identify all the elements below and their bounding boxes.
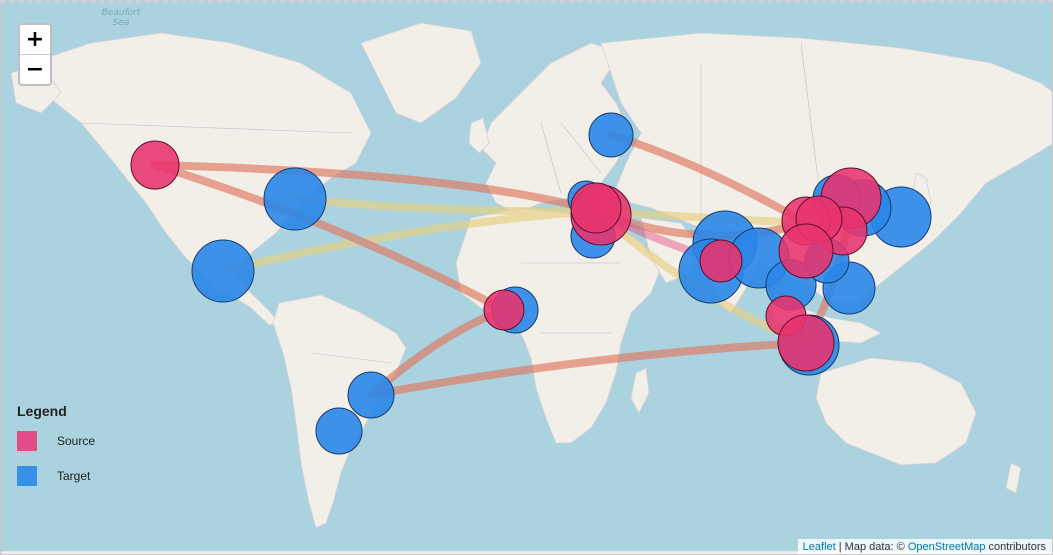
land-antarctica — [1, 550, 1052, 554]
legend-title: Legend — [17, 403, 67, 419]
source-marker — [778, 223, 834, 279]
land-uk — [468, 117, 490, 154]
legend-swatch-source — [17, 431, 37, 451]
legend-item-target: Target — [17, 466, 95, 486]
route — [291, 195, 600, 216]
legend-label-source: Source — [57, 434, 96, 448]
land-greenland — [360, 22, 482, 124]
route — [151, 161, 600, 215]
source-markers[interactable] — [130, 140, 882, 372]
source-marker — [570, 182, 622, 234]
land-australia — [815, 357, 977, 466]
legend: Legend Source Target — [17, 403, 95, 501]
water-label: Beaufort — [102, 8, 141, 18]
target-marker — [588, 112, 634, 158]
map-canvas[interactable]: Beaufort Sea — [1, 3, 1053, 555]
land-new-zealand — [1005, 462, 1022, 494]
target-marker — [315, 407, 363, 455]
source-marker — [130, 140, 180, 190]
osm-link[interactable]: OpenStreetMap — [907, 541, 986, 553]
land-europe — [480, 42, 632, 214]
zoom-out-button[interactable]: − — [25, 57, 45, 82]
water-label-2: Sea — [113, 18, 130, 28]
attribution-separator: | Map data: © — [835, 541, 908, 553]
legend-label-target: Target — [57, 469, 91, 483]
zoom-control: + − — [18, 23, 52, 86]
target-marker — [347, 371, 395, 419]
source-marker — [483, 289, 525, 331]
leaflet-link[interactable]: Leaflet — [802, 541, 836, 553]
country-borders — [80, 42, 822, 364]
legend-swatch-target — [17, 466, 37, 486]
route — [367, 339, 810, 399]
target-marker — [263, 167, 327, 231]
route — [607, 131, 810, 227]
zoom-in-button[interactable]: + — [20, 25, 50, 55]
source-marker — [777, 314, 835, 372]
legend-item-source: Source — [17, 431, 95, 451]
source-marker — [699, 239, 743, 283]
attribution-suffix: contributors — [985, 541, 1046, 553]
target-marker — [191, 239, 255, 303]
land-madagascar — [630, 367, 650, 414]
route — [151, 161, 508, 314]
attribution: Leaflet | Map data: © OpenStreetMap cont… — [797, 539, 1052, 554]
